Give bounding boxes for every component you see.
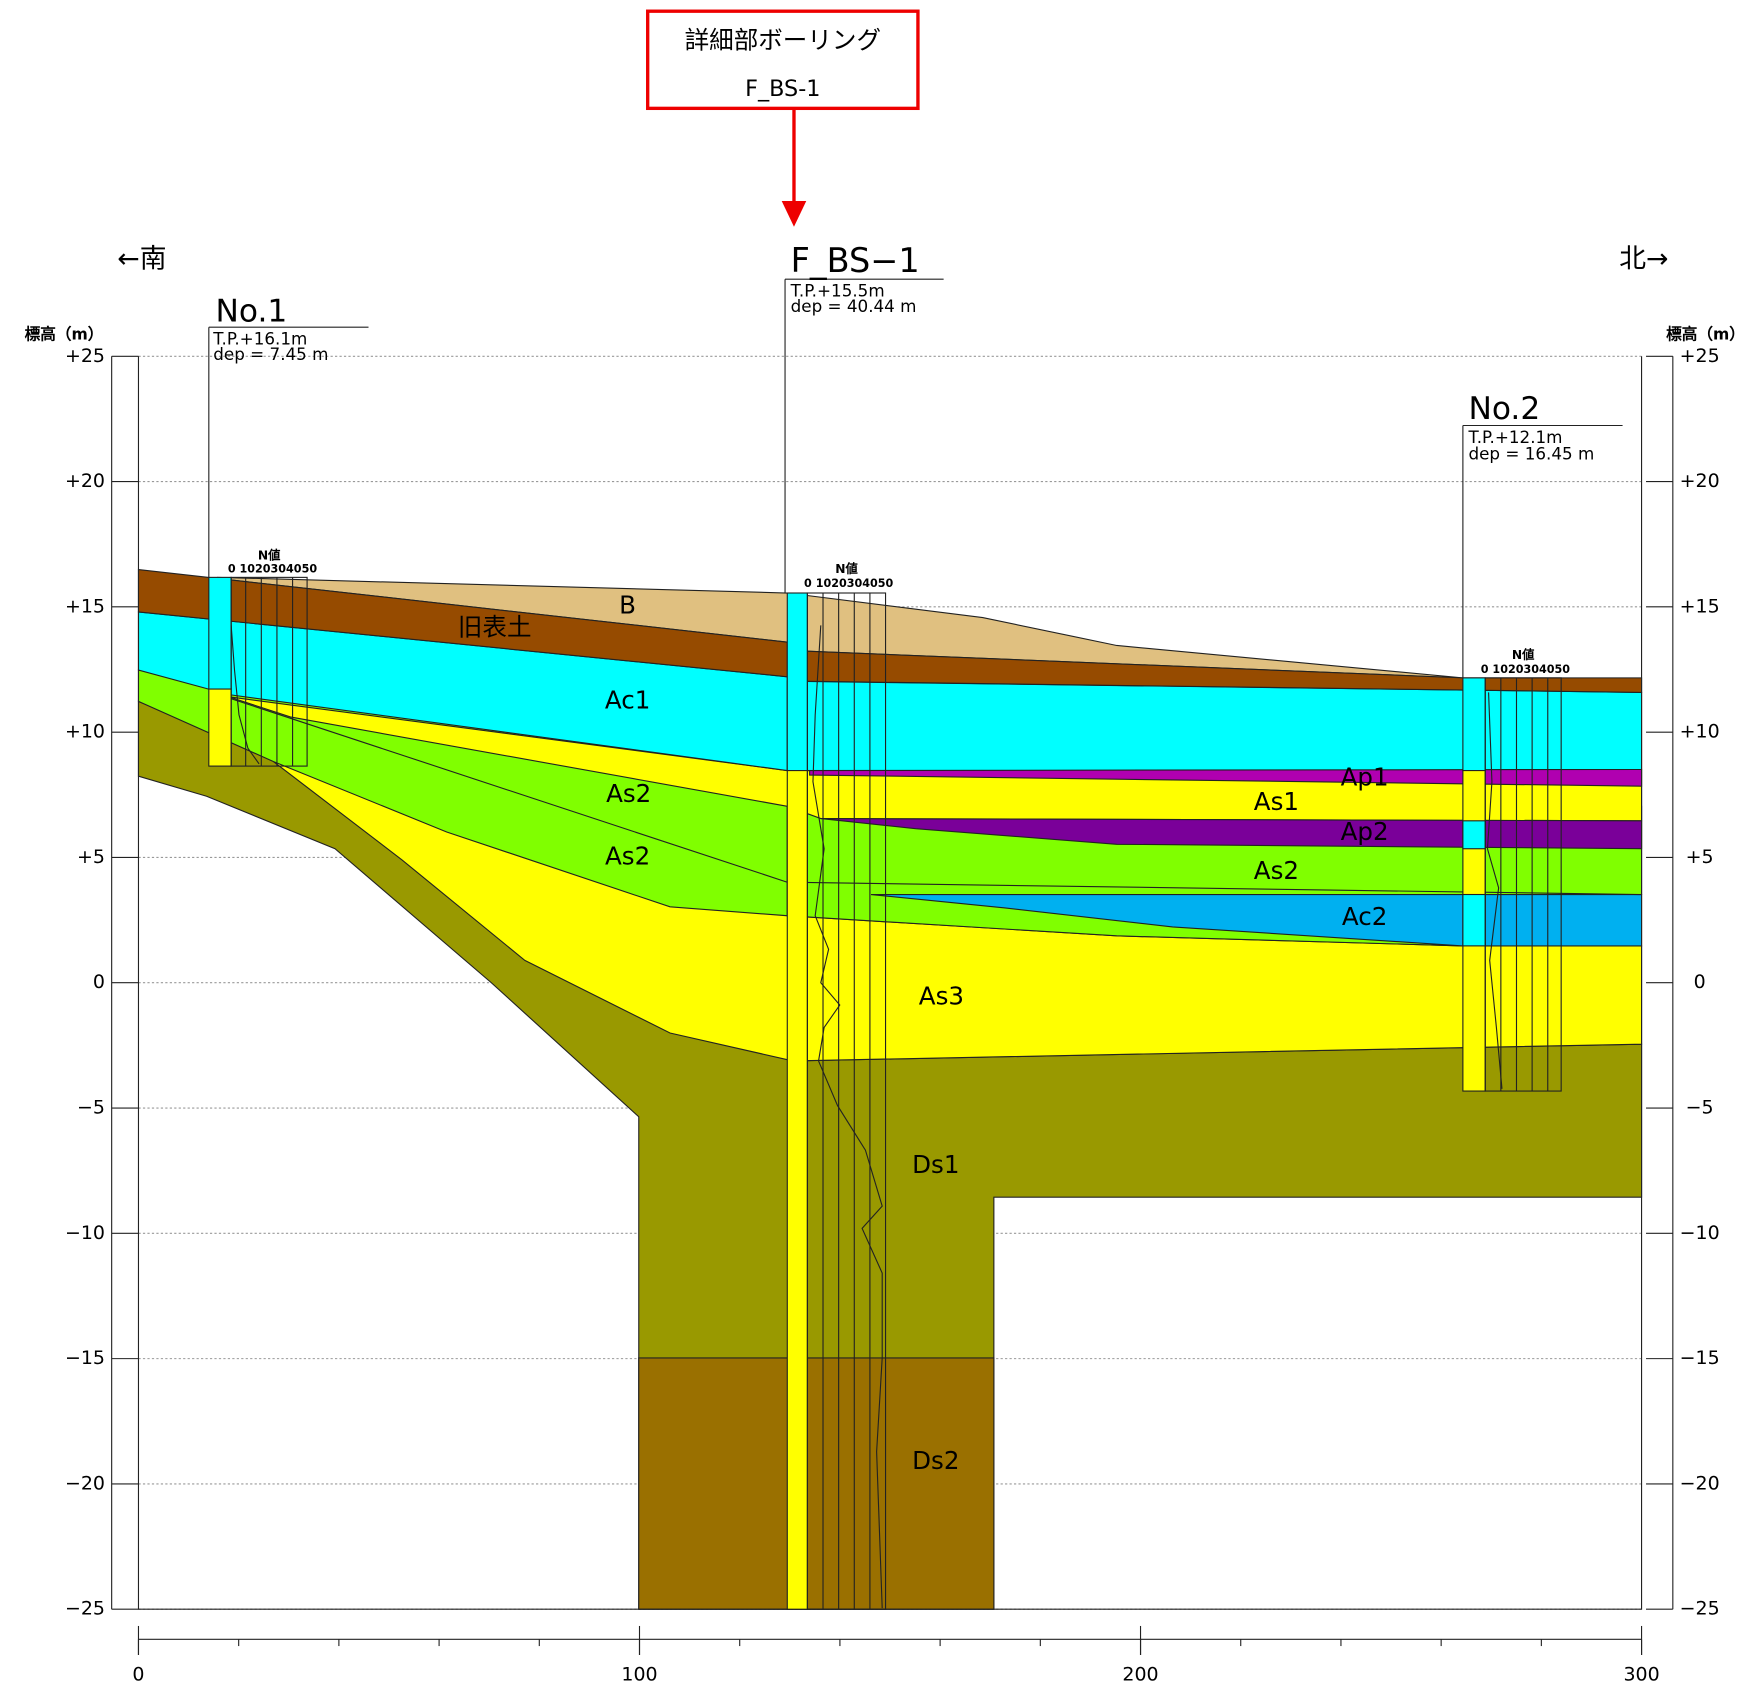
layer-label: As2 [605, 842, 650, 871]
borehole-elevation: T.P.+15.5m [790, 280, 885, 300]
layer-ds2 [638, 1357, 995, 1610]
callout-box [646, 9, 920, 111]
north-label: 北→ [1619, 244, 1668, 275]
y-tick-label: +20 [1680, 470, 1720, 492]
layer-label: Ds1 [912, 1150, 959, 1179]
y-tick-label: +5 [77, 846, 105, 868]
borehole-depth: dep = 7.45 m [213, 344, 328, 364]
y-tick-label: −10 [1680, 1222, 1720, 1244]
x-tick-label: 200 [1122, 1664, 1158, 1686]
n-scale: 0 1020304050 [804, 577, 894, 590]
y-tick-label: −25 [65, 1598, 105, 1620]
n-label: N値 [1512, 647, 1535, 662]
layer-label: As2 [606, 779, 651, 808]
layer-label: As2 [1254, 856, 1299, 885]
layer-label: Ap1 [1341, 762, 1389, 791]
y-tick-label: −10 [65, 1222, 105, 1244]
y-tick-label: −15 [1680, 1347, 1720, 1369]
x-tick-label: 100 [621, 1664, 657, 1686]
n-scale: 0 1020304050 [228, 563, 318, 576]
borehole-fbs1 [784, 278, 944, 1610]
layer-label: Ac1 [605, 685, 650, 714]
x-tick-label: 0 [132, 1664, 144, 1686]
y-tick-label: +25 [1680, 345, 1720, 367]
borehole-depth: dep = 40.44 m [791, 296, 917, 316]
y-tick-label: +10 [1680, 721, 1720, 743]
layer-ap2 [820, 818, 1643, 850]
y-tick-label: +15 [65, 595, 105, 617]
borehole-depth: dep = 16.45 m [1468, 444, 1594, 464]
y-title-right: 標高（m） [1666, 325, 1745, 344]
x-tick-label: 300 [1623, 1664, 1659, 1686]
layer-label: Ap2 [1341, 817, 1389, 846]
y-tick-label: −20 [1680, 1472, 1720, 1494]
y-tick-label: +20 [65, 470, 105, 492]
layer-label: As3 [919, 981, 964, 1010]
borehole-name: F_BS−1 [791, 241, 920, 280]
borehole-elevation: T.P.+12.1m [1467, 427, 1562, 447]
layer-label: Ac2 [1342, 902, 1387, 931]
layer-label: 旧表土 [458, 613, 532, 642]
n-scale: 0 1020304050 [1481, 663, 1571, 676]
y-tick-label: −5 [1686, 1097, 1714, 1119]
y-tick-label: +15 [1680, 595, 1720, 617]
layer-line [787, 881, 1642, 896]
y-tick-label: +5 [1686, 846, 1714, 868]
borehole-name: No.1 [216, 294, 288, 330]
y-tick-label: +25 [65, 345, 105, 367]
n-label: N値 [835, 561, 858, 576]
n-label: N値 [258, 548, 281, 563]
layer-line [228, 697, 788, 883]
callout-arrowhead [781, 201, 807, 227]
y-tick-label: +10 [65, 721, 105, 743]
borehole-no2 [1462, 424, 1623, 1092]
borehole-no1 [208, 326, 369, 767]
y-tick-label: −15 [65, 1347, 105, 1369]
y-tick-label: −5 [77, 1097, 105, 1119]
y-tick-label: 0 [93, 971, 105, 993]
borehole-name: No.2 [1468, 391, 1540, 427]
layer-label: Ds2 [912, 1446, 959, 1475]
south-label: ←南 [117, 244, 166, 275]
y-tick-label: 0 [1694, 971, 1706, 993]
layer-ac1-right [786, 680, 1643, 772]
callout-title: 詳細部ボーリング [685, 25, 881, 54]
layer-label: As1 [1254, 787, 1299, 816]
borehole-elevation: T.P.+16.1m [212, 329, 307, 349]
y-tick-label: −25 [1680, 1598, 1720, 1620]
layer-label: B [619, 590, 636, 619]
y-title-left: 標高（m） [25, 325, 104, 344]
callout-subtitle: F_BS-1 [745, 76, 820, 102]
y-tick-label: −20 [65, 1472, 105, 1494]
